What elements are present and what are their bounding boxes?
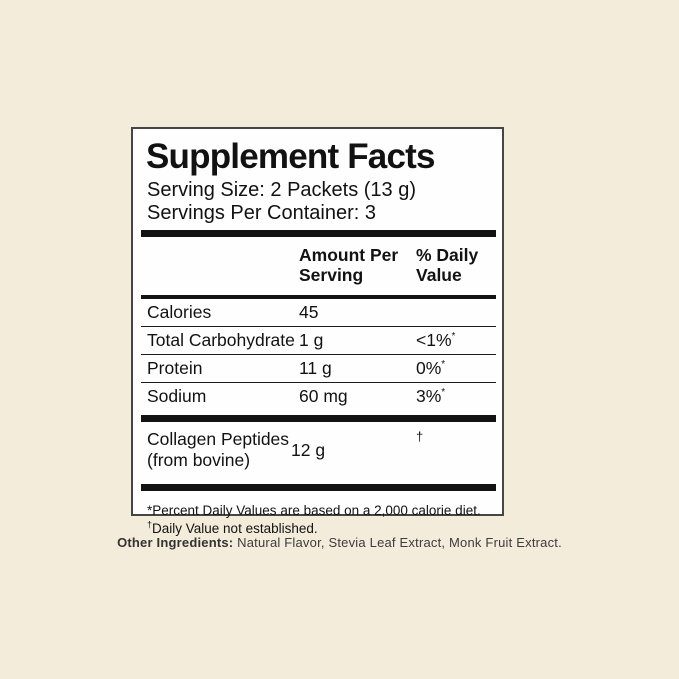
dv-asterisk: * (441, 359, 446, 371)
nutrient-daily-value: 3%* (416, 385, 496, 408)
footnote-percent-daily-values: *Percent Daily Values are based on a 2,0… (147, 503, 481, 518)
divider-thick-bottom (141, 484, 496, 491)
nutrient-rows: Calories 45 Total Carbohydrate 1 g <1%* … (141, 299, 496, 410)
column-header-percent-daily-value: % Daily Value (416, 245, 479, 285)
table-row-protein: Protein 11 g 0%* (141, 354, 496, 382)
dv-asterisk: * (441, 387, 446, 399)
table-row-total-carbohydrate: Total Carbohydrate 1 g <1%* (141, 326, 496, 354)
footnote-daily-value-not-established: †Daily Value not established. (147, 520, 496, 538)
divider-header (141, 295, 496, 299)
nutrient-name: Total Carbohydrate (147, 330, 295, 350)
table-row-collagen-peptides: Collagen Peptides (from bovine) 12 g † (141, 422, 496, 479)
nutrient-daily-value: 0%* (416, 357, 496, 380)
dagger-icon: † (147, 519, 153, 529)
panel-title: Supplement Facts (146, 137, 435, 176)
other-ingredients-label: Other Ingredients: (117, 535, 234, 550)
other-ingredients-line: Other Ingredients: Natural Flavor, Stevi… (0, 534, 679, 552)
nutrient-name: Collagen Peptides (from bovine) (147, 429, 291, 471)
nutrient-daily-value: <1%* (416, 329, 496, 352)
dv-value: 0% (416, 358, 442, 378)
dv-value: <1% (416, 330, 452, 350)
table-row-sodium: Sodium 60 mg 3%* (141, 382, 496, 410)
table-header-row: Amount Per Serving % Daily Value (141, 237, 496, 290)
nutrient-name-line2: (from bovine) (147, 450, 251, 470)
divider-thick-top (141, 230, 496, 237)
nutrient-name: Calories (147, 302, 212, 322)
nutrient-amount: 45 (299, 302, 319, 322)
serving-size-text: Serving Size: 2 Packets (13 g) (147, 179, 417, 201)
dv-asterisk: * (451, 331, 456, 343)
nutrient-amount: 12 g (291, 439, 326, 460)
nutrient-amount: 11 g (299, 358, 332, 378)
divider-thick-middle (141, 415, 496, 422)
dv-value: 3% (416, 386, 442, 406)
servings-per-container-text: Servings Per Container: 3 (147, 202, 377, 224)
daily-value-dagger: † (416, 429, 424, 444)
column-header-amount-per-serving: Amount Per Serving (299, 245, 399, 285)
nutrient-name: Sodium (147, 386, 207, 406)
supplement-facts-panel: Supplement Facts Serving Size: 2 Packets… (131, 127, 504, 536)
footnotes: *Percent Daily Values are based on a 2,0… (147, 502, 496, 537)
nutrient-amount: 1 g (299, 330, 324, 350)
other-ingredients-text: Natural Flavor, Stevia Leaf Extract, Mon… (233, 535, 562, 550)
nutrient-name: Protein (147, 358, 203, 378)
nutrient-name-line1: Collagen Peptides (147, 429, 290, 449)
footnote-text: Daily Value not established. (152, 520, 318, 536)
table-row-calories: Calories 45 (141, 299, 496, 326)
nutrient-amount: 60 mg (299, 386, 348, 406)
